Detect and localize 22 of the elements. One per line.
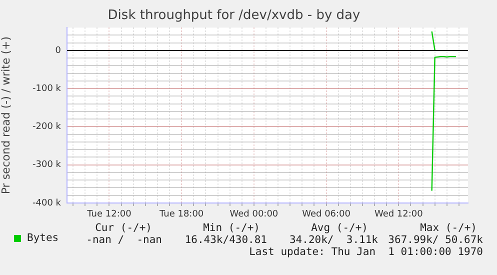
x-tick-label: Tue 18:00 (158, 210, 204, 220)
text: Avg (-/+) (311, 222, 368, 234)
legend-label: Bytes (27, 232, 59, 244)
y-tick-label: 0 (55, 46, 62, 56)
y-tick-label: -200 k (32, 122, 62, 132)
text: 367.99k/ 50.67k (388, 234, 483, 246)
text: Max (-/+) (420, 222, 477, 234)
y-tick-label: -300 k (32, 160, 62, 170)
text: -nan / -nan (86, 234, 162, 246)
y-tick-label: -400 k (32, 198, 62, 208)
x-tick-label: Tue 12:00 (86, 210, 132, 220)
text: 34.20k/ 3.11k (289, 234, 378, 246)
y-tick-label: -100 k (32, 84, 62, 94)
chart-title: Disk throughput for /dev/xvdb - by day (108, 8, 361, 24)
text: Min (-/+) (203, 222, 260, 234)
text: Last update: Thu Jan 1 01:00:00 1970 (249, 246, 483, 258)
x-tick-label: Wed 00:00 (230, 210, 278, 220)
x-tick-label: Wed 12:00 (374, 210, 424, 220)
text: Cur (-/+) (95, 222, 152, 234)
text: 16.43k/430.81 (184, 234, 267, 246)
x-tick-label: Wed 06:00 (302, 210, 351, 220)
y-axis-title: Pr second read (-) / write (+) (0, 36, 12, 194)
